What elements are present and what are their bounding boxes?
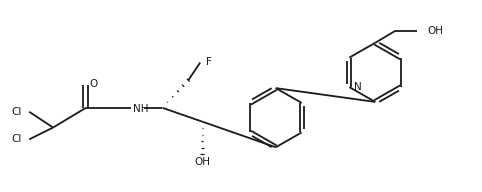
Text: Cl: Cl <box>11 107 21 117</box>
Text: F: F <box>206 57 212 68</box>
Text: OH: OH <box>427 26 443 36</box>
Text: Cl: Cl <box>11 134 21 144</box>
Text: O: O <box>89 79 97 89</box>
Text: NH: NH <box>133 104 148 114</box>
Text: N: N <box>354 82 362 92</box>
Text: OH: OH <box>194 157 210 167</box>
